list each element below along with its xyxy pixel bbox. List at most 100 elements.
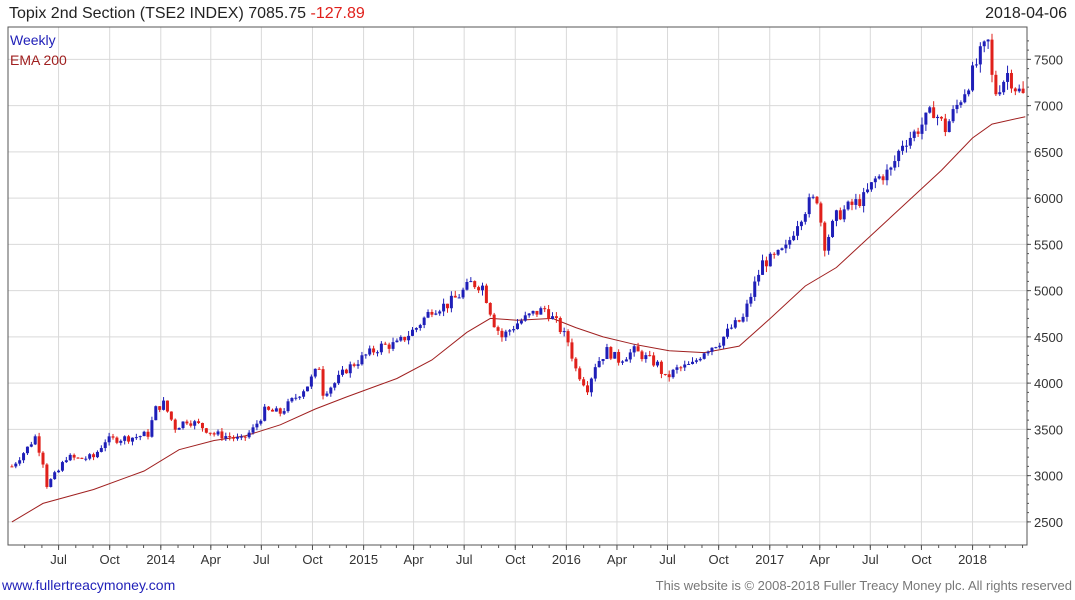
plot-frame [7, 26, 1028, 546]
candle-down [387, 344, 391, 349]
candle-down [566, 331, 570, 343]
candle-up [601, 359, 605, 362]
candle-down [990, 39, 994, 75]
candle-up [512, 329, 516, 331]
candle-up [286, 401, 290, 412]
candle-up [99, 448, 103, 452]
site-link[interactable]: www.fullertreacymoney.com [2, 577, 176, 593]
candle-down [1013, 88, 1017, 92]
candle-up [333, 383, 337, 388]
chart-date: 2018-04-06 [985, 5, 1067, 22]
candle-up [391, 342, 395, 349]
x-tick-label: 2016 [552, 552, 581, 567]
candle-up [181, 421, 185, 429]
candle-up [107, 436, 111, 443]
candle-up [224, 436, 228, 439]
candle-up [796, 226, 800, 236]
candle-up [827, 236, 831, 251]
candle-down [939, 116, 943, 119]
candle-up [313, 368, 317, 377]
candle-up [889, 167, 893, 170]
candle-down [881, 176, 885, 181]
candle-up [624, 359, 628, 362]
candle-down [554, 316, 558, 318]
candle-up [780, 248, 784, 250]
candle-down [477, 287, 481, 291]
candle-up [399, 336, 403, 341]
candle-up [274, 408, 278, 412]
candle-up [14, 463, 18, 467]
candle-up [465, 282, 469, 290]
candle-down [228, 436, 232, 438]
price-change: -127.89 [310, 5, 365, 22]
candle-up [442, 303, 446, 312]
candle-up [162, 400, 166, 410]
candle-down [146, 431, 150, 437]
x-tick-label: Oct [911, 552, 932, 567]
candle-up [959, 102, 963, 105]
candle-down [317, 368, 321, 370]
candle-down [92, 454, 96, 458]
candle-up [854, 199, 858, 205]
candle-up [671, 369, 675, 378]
candle-up [998, 92, 1002, 95]
candle-up [974, 64, 978, 66]
candle-up [656, 361, 660, 366]
candle-up [469, 281, 473, 283]
candle-down [764, 260, 768, 267]
candle-up [418, 325, 422, 329]
candle-up [302, 391, 306, 397]
candle-down [574, 358, 578, 369]
candle-up [1002, 81, 1006, 93]
candle-down [648, 355, 652, 357]
y-tick-label: 6000 [1034, 191, 1063, 206]
candle-up [356, 364, 360, 366]
candle-down [547, 309, 551, 320]
candle-up [726, 328, 730, 337]
candle-up [632, 346, 636, 353]
candle-up [846, 201, 850, 210]
x-tick-label: Oct [302, 552, 323, 567]
candle-up [597, 361, 601, 368]
candle-up [714, 347, 718, 349]
candle-down [500, 330, 504, 338]
candle-up [776, 249, 780, 255]
candle-up [53, 472, 57, 480]
x-tick-label: 2018 [958, 552, 987, 567]
candle-up [971, 65, 975, 91]
candle-up [95, 451, 99, 458]
x-tick-label: Apr [607, 552, 628, 567]
candle-up [251, 427, 255, 433]
candle-up [519, 320, 523, 324]
candle-down [344, 369, 348, 374]
candle-up [68, 454, 72, 461]
candle-down [383, 343, 387, 345]
candle-down [535, 310, 539, 315]
candle-up [103, 442, 107, 449]
candle-up [920, 124, 924, 134]
candle-up [834, 210, 838, 221]
candle-up [718, 345, 722, 348]
candle-up [294, 397, 298, 399]
candle-down [158, 406, 162, 410]
candle-up [908, 137, 912, 146]
y-axis: 2500 3000 3500 4000 4500 5000 5500 6000 6500 7000… [1027, 40, 1063, 530]
candle-down [445, 303, 449, 309]
candle-up [753, 281, 757, 297]
candle-up [235, 436, 239, 439]
candle-up [799, 221, 803, 227]
candle-down [473, 281, 477, 288]
candle-down [858, 199, 862, 206]
y-tick-label: 7500 [1034, 52, 1063, 67]
candle-up [360, 355, 364, 365]
candle-up [25, 446, 29, 454]
candle-down [994, 74, 998, 95]
candle-up [963, 94, 967, 103]
candle-up [309, 376, 313, 387]
candle-up [531, 310, 535, 314]
candle-up [395, 340, 399, 343]
candle-down [111, 436, 115, 438]
candle-up [644, 355, 648, 360]
x-tick-label: Jul [253, 552, 270, 567]
candle-up [694, 360, 698, 362]
